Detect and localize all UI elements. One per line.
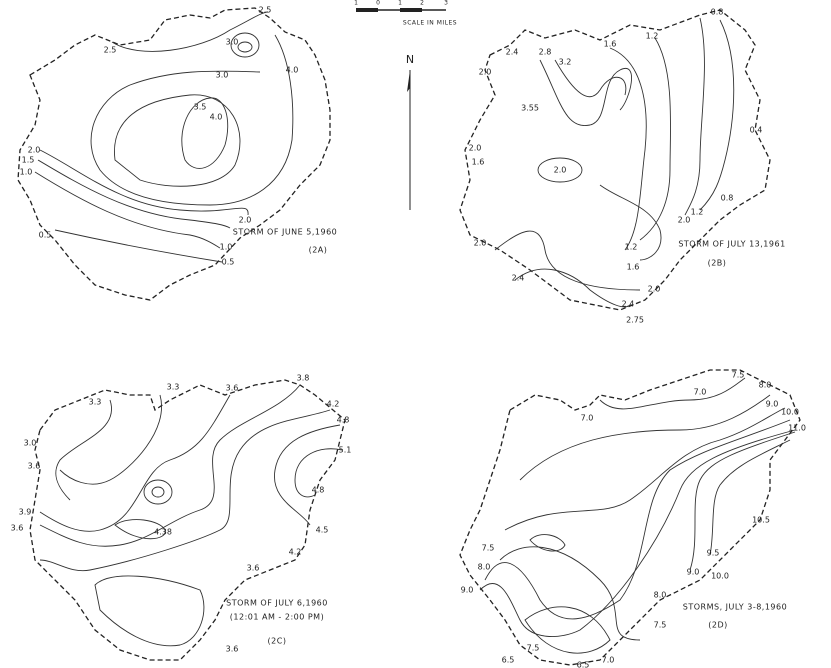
contour-label: 1.6 [472,158,485,167]
contour-label: 4.2 [327,400,340,409]
contour-label: 3.0 [216,71,229,80]
contour-label: 4.5 [316,526,329,535]
contour-label: 3.0 [226,38,239,47]
contour-label: 2.0 [239,216,252,225]
scale-bar: SCALE IN MILES [356,8,457,27]
map-caption: STORM OF JULY 13,1961 [678,240,785,249]
contour-label: 3.6 [247,564,260,573]
contour-label: 7.5 [732,371,745,380]
contour-label: 3.6 [226,384,239,393]
map-2a [18,8,330,300]
figure: SCALE IN MILES N [0,0,831,668]
scale-tick-label: 0 [376,0,380,7]
contour-label: 3.3 [167,383,180,392]
scale-tick-label: 3 [444,0,448,7]
contour-label: 7.5 [654,621,667,630]
contour-label: 6.5 [577,661,590,668]
contour-label: 2.0 [554,166,567,175]
contour-label: 2.0 [469,144,482,153]
contour-label: 3.0 [24,439,37,448]
contour-label: 0.5 [39,231,52,240]
contour-label: 0.5 [222,258,235,267]
contour-label: 1.0 [20,168,33,177]
contour-label: 1.0 [220,243,233,252]
contour-label: 2.0 [474,239,487,248]
contour-label: 5.1 [339,446,352,455]
contour-label: 2.5 [259,6,272,15]
scale-label: SCALE IN MILES [403,20,457,27]
map-id: (2A) [309,246,328,255]
contour-label: 9.0 [687,568,700,577]
contour-label: 4.0 [286,66,299,75]
contour-label: 7.0 [581,414,594,423]
contour-label: 9.5 [707,549,720,558]
contour-label: 10.0 [711,572,729,581]
contour-label: 2.4 [622,300,635,309]
contour-label: 1.6 [627,263,640,272]
contour-label: 3.6 [28,462,41,471]
contour-label: 2.4 [512,274,525,283]
map-id: (2C) [268,637,287,646]
contour-label: 10.0 [781,408,799,417]
contour-label: 1.2 [691,208,704,217]
map-2d [460,370,800,665]
contour-label: 6.5 [502,656,515,665]
contour-label: 7.0 [694,388,707,397]
contour-label: 3.8 [297,374,310,383]
contour-label: 0.8 [721,194,734,203]
north-arrow: N [406,53,414,210]
contour-label: 2.4 [506,48,519,57]
contour-label: 7.5 [482,544,495,553]
contour-label: 8.0 [478,563,491,572]
contour-label: 2.0 [678,216,691,225]
contour-label: 4.0 [210,113,223,122]
contour-label: 4.2 [289,548,302,557]
contour-label: 3.6 [11,524,24,533]
contour-label: 3.9 [19,508,32,517]
contour-label: 0.4 [750,126,763,135]
contour-label: 9.0 [766,400,779,409]
contour-label: 1.6 [604,40,617,49]
contour-label: 3.2 [559,58,572,67]
contour-label: 2.0 [28,146,41,155]
map-caption: STORM OF JULY 6,1960 [226,599,328,608]
contour-label: 2.0 [648,285,661,294]
contour-label: 2.8 [539,48,552,57]
contour-label: 8.0 [759,381,772,390]
map-caption: STORMS, JULY 3-8,1960 [683,603,787,612]
map-subcaption: (12:01 AM - 2:00 PM) [230,613,324,622]
contour-label: 4.8 [312,486,325,495]
contour-label: 1.5 [22,156,35,165]
contour-label: 3.5 [194,103,207,112]
contour-label: 9.0 [461,586,474,595]
contour-label: 7.5 [527,644,540,653]
contour-label: 4.8 [337,416,350,425]
contour-label: 8.0 [654,591,667,600]
contour-label: 0.8 [711,8,724,17]
map-id: (2D) [708,621,728,630]
contour-label: 3.6 [226,645,239,654]
scale-tick-label: 1 [398,0,402,7]
contour-label: 4.38 [154,528,172,537]
north-label: N [406,53,414,66]
map-caption: STORM OF JUNE 5,1960 [233,228,338,237]
map-id: (2B) [708,259,727,268]
contour-label: 3.55 [521,104,539,113]
contour-label: 3.3 [89,398,102,407]
contour-label: 10.5 [752,516,770,525]
contour-label: 1.2 [646,32,659,41]
contour-label: 1.2 [625,243,638,252]
scale-tick-label: 1 [354,0,358,7]
contour-label: 11.0 [788,424,806,433]
contour-label: 2.5 [104,46,117,55]
contour-label: 2.75 [626,316,644,325]
contour-label: 2.0 [479,68,492,77]
contour-label: 7.0 [602,656,615,665]
scale-tick-label: 2 [420,0,424,7]
